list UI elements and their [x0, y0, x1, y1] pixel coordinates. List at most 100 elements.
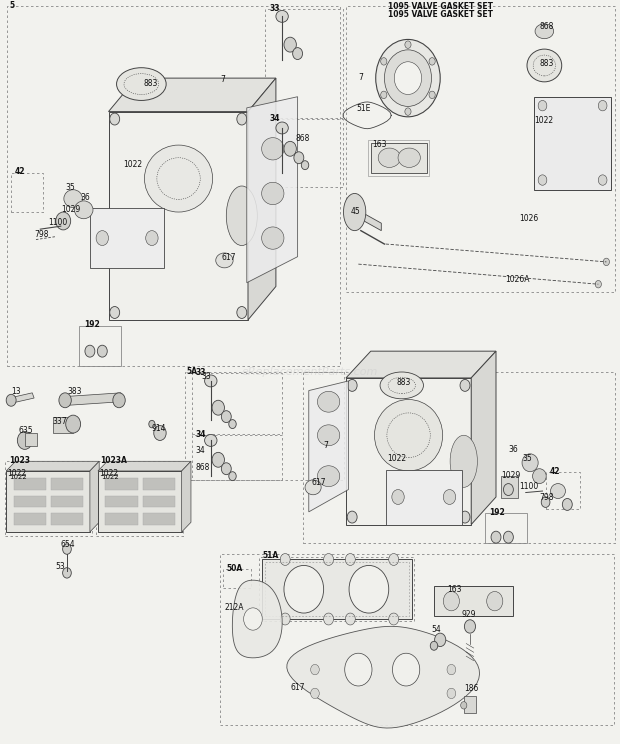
Circle shape [301, 161, 309, 170]
Bar [265, 119, 343, 187]
Polygon shape [434, 586, 513, 616]
Text: 1022: 1022 [7, 469, 27, 478]
Circle shape [293, 48, 303, 60]
Ellipse shape [380, 372, 423, 399]
Circle shape [562, 498, 572, 510]
Circle shape [221, 463, 231, 475]
Bar [7, 6, 340, 366]
Polygon shape [51, 513, 83, 525]
Circle shape [541, 497, 550, 507]
Bar [265, 9, 343, 118]
Bar [11, 173, 43, 212]
Circle shape [598, 175, 607, 185]
Text: 45: 45 [350, 207, 360, 216]
Ellipse shape [74, 201, 93, 219]
Bar [192, 435, 282, 480]
Polygon shape [355, 208, 381, 231]
Circle shape [460, 511, 470, 523]
Text: 1022: 1022 [534, 116, 554, 125]
Polygon shape [51, 478, 83, 490]
Bar [79, 326, 121, 366]
Circle shape [347, 511, 357, 523]
Bar [96, 461, 183, 536]
Bar [259, 557, 414, 621]
Polygon shape [464, 696, 476, 713]
Text: 883: 883 [144, 79, 158, 88]
Circle shape [435, 633, 446, 647]
Polygon shape [501, 476, 518, 498]
Ellipse shape [144, 145, 213, 212]
Ellipse shape [527, 49, 562, 82]
Text: 7: 7 [324, 441, 329, 450]
Text: 383: 383 [67, 387, 81, 396]
Text: 36: 36 [81, 193, 91, 202]
Circle shape [237, 307, 247, 318]
Circle shape [464, 620, 476, 633]
Circle shape [284, 37, 296, 52]
Polygon shape [287, 626, 479, 728]
Circle shape [63, 568, 71, 578]
Polygon shape [108, 112, 248, 320]
Text: 617: 617 [290, 683, 304, 692]
Text: 1095 VALVE GASKET SET: 1095 VALVE GASKET SET [388, 10, 492, 19]
Polygon shape [98, 471, 182, 532]
Text: 51A: 51A [263, 551, 279, 560]
Circle shape [461, 702, 467, 709]
Polygon shape [105, 513, 138, 525]
Text: 35: 35 [66, 183, 76, 192]
Circle shape [443, 591, 459, 611]
Circle shape [149, 420, 155, 428]
Polygon shape [53, 417, 73, 433]
Polygon shape [309, 381, 348, 512]
Circle shape [110, 307, 120, 318]
Polygon shape [262, 559, 412, 619]
Circle shape [389, 554, 399, 565]
Ellipse shape [343, 193, 366, 231]
Ellipse shape [374, 400, 443, 471]
Polygon shape [98, 461, 191, 471]
Text: 34: 34 [270, 114, 280, 123]
Circle shape [113, 393, 125, 408]
Circle shape [244, 608, 262, 630]
Text: 1026: 1026 [520, 214, 539, 223]
Circle shape [97, 345, 107, 357]
Text: 163: 163 [372, 140, 386, 149]
Circle shape [538, 175, 547, 185]
Circle shape [212, 400, 224, 415]
Text: 617: 617 [311, 478, 326, 487]
Bar [303, 372, 615, 543]
Text: eReplacementParts.com: eReplacementParts.com [242, 367, 378, 377]
Text: 192: 192 [489, 508, 505, 517]
Circle shape [280, 613, 290, 625]
Polygon shape [182, 461, 191, 532]
Polygon shape [105, 496, 138, 507]
Polygon shape [143, 513, 175, 525]
Circle shape [392, 653, 420, 686]
Text: 1022: 1022 [101, 474, 119, 480]
Text: 163: 163 [448, 585, 462, 594]
Circle shape [229, 472, 236, 481]
Text: 1022: 1022 [9, 474, 27, 480]
Bar [185, 372, 344, 480]
Circle shape [324, 554, 334, 565]
Text: 36: 36 [508, 445, 518, 454]
Circle shape [538, 100, 547, 111]
Circle shape [345, 554, 355, 565]
Polygon shape [232, 580, 282, 658]
Circle shape [389, 613, 399, 625]
Circle shape [347, 379, 357, 391]
Text: 34: 34 [195, 446, 205, 455]
Polygon shape [65, 393, 121, 405]
Ellipse shape [317, 425, 340, 446]
Circle shape [405, 108, 411, 115]
Polygon shape [534, 97, 611, 190]
Ellipse shape [378, 148, 401, 167]
Circle shape [110, 113, 120, 125]
Text: 7: 7 [220, 75, 225, 84]
Ellipse shape [551, 484, 565, 498]
Circle shape [229, 420, 236, 429]
Circle shape [503, 531, 513, 543]
Text: 53: 53 [56, 562, 66, 571]
Bar [485, 513, 527, 543]
Text: 34: 34 [196, 430, 206, 439]
